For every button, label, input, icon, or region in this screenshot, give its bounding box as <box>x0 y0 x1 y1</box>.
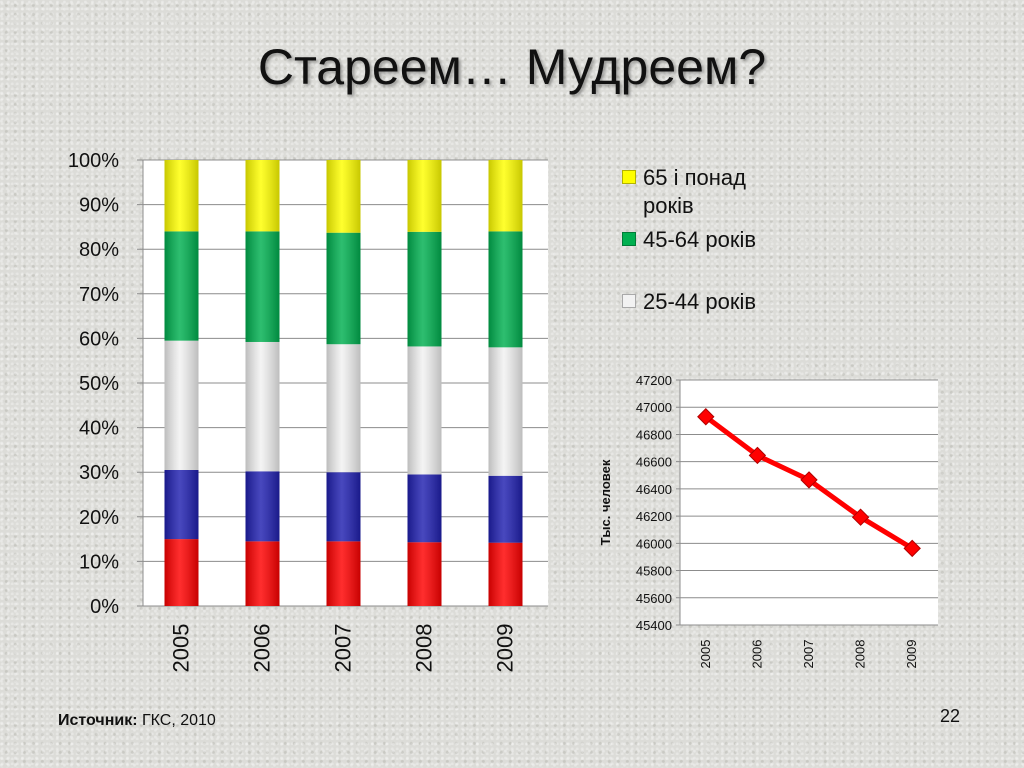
bar-segment-shading <box>326 472 361 542</box>
line-x-tick-label: 2009 <box>904 640 919 669</box>
bar-y-tick-label: 60% <box>79 328 119 350</box>
bar-segment-shading <box>326 344 361 473</box>
bar-y-tick-label: 40% <box>79 418 119 440</box>
bar-segment-shading <box>488 160 523 232</box>
legend-swatch-yellow <box>622 170 636 184</box>
legend-item-65-plus: 65 і понад років <box>622 164 793 220</box>
bar-x-tick-label: 2009 <box>493 624 518 673</box>
line-point-marker <box>800 471 818 489</box>
bar-y-tick-label: 80% <box>79 239 119 261</box>
bar-y-tick-label: 70% <box>79 284 119 306</box>
bar-segment-shading <box>164 231 199 341</box>
line-x-tick-label: 2005 <box>698 640 713 669</box>
bar-x-tick-label: 2008 <box>412 624 437 673</box>
bar-x-tick-label: 2005 <box>169 624 194 673</box>
line-y-axis-title: Тыс. человек <box>598 459 613 545</box>
source-label: Источник: <box>58 712 138 729</box>
bar-segment-shading <box>164 469 199 540</box>
line-y-tick-label: 46800 <box>636 427 672 442</box>
line-x-tick-label: 2008 <box>853 640 868 669</box>
bar-segment-shading <box>245 471 280 542</box>
line-point-marker <box>748 446 767 465</box>
legend-swatch-white <box>622 294 636 308</box>
line-point-marker <box>903 539 921 558</box>
bar-segment-shading <box>407 346 442 475</box>
slide-title: Стареем… Мудреем? <box>257 39 767 95</box>
bar-y-tick-label: 100% <box>68 150 119 172</box>
bar-segment-shading <box>488 347 523 476</box>
line-y-tick-label: 46200 <box>636 509 672 524</box>
line-y-tick-label: 46600 <box>636 455 672 470</box>
legend-item-45-64: 45-64 років <box>622 226 793 254</box>
legend-label-45-64: 45-64 років <box>643 227 757 252</box>
line-plot-area <box>680 380 938 625</box>
bar-segment-shading <box>245 341 280 472</box>
legend-swatch-green <box>622 232 636 246</box>
line-y-tick-label: 47000 <box>636 400 672 415</box>
bar-y-tick-label: 90% <box>79 195 119 217</box>
bar-segment-shading <box>164 340 199 470</box>
line-point-marker <box>851 508 870 526</box>
bar-y-tick-label: 50% <box>79 373 119 395</box>
bar-segment-shading <box>326 160 361 233</box>
bar-y-tick-label: 30% <box>79 462 119 484</box>
legend-item-25-44: 25-44 років <box>622 288 793 316</box>
line-y-tick-label: 45400 <box>636 618 672 633</box>
source-value: ГКС, 2010 <box>141 712 216 729</box>
bar-segment-shading <box>245 160 280 232</box>
bar-segment-shading <box>488 542 523 606</box>
bar-segment-shading <box>245 541 280 606</box>
bar-y-tick-label: 20% <box>79 507 119 529</box>
bar-y-tick-label: 0% <box>90 596 119 618</box>
bar-segment-shading <box>326 541 361 606</box>
line-y-tick-label: 47200 <box>636 373 672 388</box>
legend-label-65-plus: 65 і понад років <box>643 165 746 218</box>
line-y-tick-label: 46000 <box>636 536 672 551</box>
bar-x-tick-label: 2006 <box>250 624 275 673</box>
bar-segment-shading <box>164 539 199 606</box>
bar-segment-shading <box>407 542 442 606</box>
bar-x-tick-label: 2007 <box>331 624 356 673</box>
bar-segment-shading <box>407 474 442 543</box>
legend-label-25-44: 25-44 років <box>643 289 757 314</box>
line-point-marker <box>697 408 715 426</box>
line-y-tick-label: 46400 <box>636 482 672 497</box>
bar-segment-shading <box>407 231 442 347</box>
bar-segment-shading <box>245 231 280 342</box>
line-x-tick-label: 2007 <box>801 640 816 669</box>
page-number: 22 <box>940 706 961 726</box>
bar-segment-shading <box>488 475 523 543</box>
bar-segment-shading <box>407 160 442 232</box>
bar-segment-shading <box>488 231 523 348</box>
line-y-tick-label: 45600 <box>636 591 672 606</box>
bar-y-tick-label: 10% <box>79 551 119 573</box>
bar-segment-shading <box>164 160 199 232</box>
line-y-tick-label: 45800 <box>636 564 672 579</box>
line-x-tick-label: 2006 <box>749 640 764 669</box>
bar-segment-shading <box>326 232 361 345</box>
source-note: Источник: ГКС, 2010 <box>58 712 216 730</box>
